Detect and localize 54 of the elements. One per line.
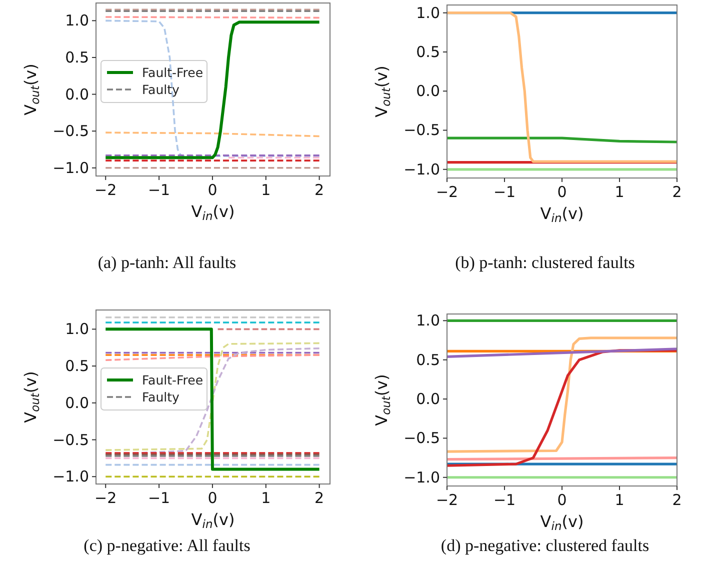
x-tick-label: −1: [493, 183, 516, 201]
x-tick-label: 2: [314, 181, 324, 199]
x-tick-label: −1: [493, 491, 516, 509]
y-tick-label: −0.5: [52, 122, 89, 140]
x-tick-label: −2: [94, 181, 117, 199]
y-tick-label: 0.0: [65, 85, 89, 104]
y-tick-label: −0.5: [52, 430, 89, 449]
x-tick-label: −1: [148, 489, 170, 507]
x-tick-label: 2: [672, 183, 682, 201]
y-tick-label: 1.0: [65, 320, 89, 338]
y-tick-label: 1.0: [65, 12, 89, 30]
x-axis-title: V$_{in}$(v): [191, 202, 235, 223]
y-tick-label: −0.5: [404, 429, 440, 448]
x-axis-title: V$_{in}$(v): [540, 512, 584, 533]
x-axis-title: V$_{in}$(v): [540, 204, 584, 225]
legend-label: Faulty: [142, 82, 180, 97]
y-tick-label: −0.5: [404, 121, 440, 140]
x-tick-label: 1: [614, 491, 624, 509]
y-tick-label: 0.5: [416, 42, 440, 61]
y-tick-label: −1.0: [404, 468, 440, 486]
y-tick-label: 1.0: [416, 4, 440, 22]
x-tick-label: −2: [436, 183, 458, 201]
y-tick-label: 0.0: [416, 82, 440, 100]
x-tick-label: −2: [436, 491, 458, 509]
x-tick-label: 1: [614, 183, 624, 201]
x-tick-label: −1: [148, 181, 170, 199]
x-tick-label: −2: [94, 489, 117, 507]
y-tick-label: 1.0: [416, 312, 440, 330]
x-tick-label: 0: [208, 181, 218, 199]
legend-label: Fault-Free: [142, 372, 204, 388]
text: (d) p-negative: clustered faults: [440, 536, 650, 555]
y-tick-label: −1.0: [52, 468, 89, 486]
line-series: [447, 12, 677, 163]
y-tick-label: −1.0: [404, 160, 440, 178]
y-tick-label: 0.5: [65, 357, 89, 376]
y-tick-label: 0.5: [65, 48, 89, 66]
x-tick-label: 0: [557, 491, 567, 509]
x-tick-label: 1: [261, 489, 271, 507]
x-tick-label: 0: [208, 489, 218, 507]
x-axis-title: V$_{in}$(v): [191, 510, 235, 531]
text: (a) p-tanh: All faults: [98, 253, 236, 272]
x-tick-label: 2: [314, 489, 324, 507]
text: (c) p-negative: All faults: [84, 536, 250, 555]
x-tick-label: 1: [261, 181, 271, 199]
y-tick-label: 0.0: [65, 394, 89, 412]
legend-label: Fault-Free: [142, 65, 204, 80]
x-tick-label: 2: [672, 491, 682, 509]
y-tick-label: 0.0: [416, 390, 440, 408]
x-tick-label: 0: [557, 183, 567, 201]
y-tick-label: 0.5: [416, 350, 440, 369]
legend-label: Faulty: [142, 390, 180, 404]
text: (b) p-tanh: clustered faults: [455, 253, 635, 272]
y-tick-label: −1.0: [52, 158, 89, 177]
line-series: [447, 336, 677, 453]
